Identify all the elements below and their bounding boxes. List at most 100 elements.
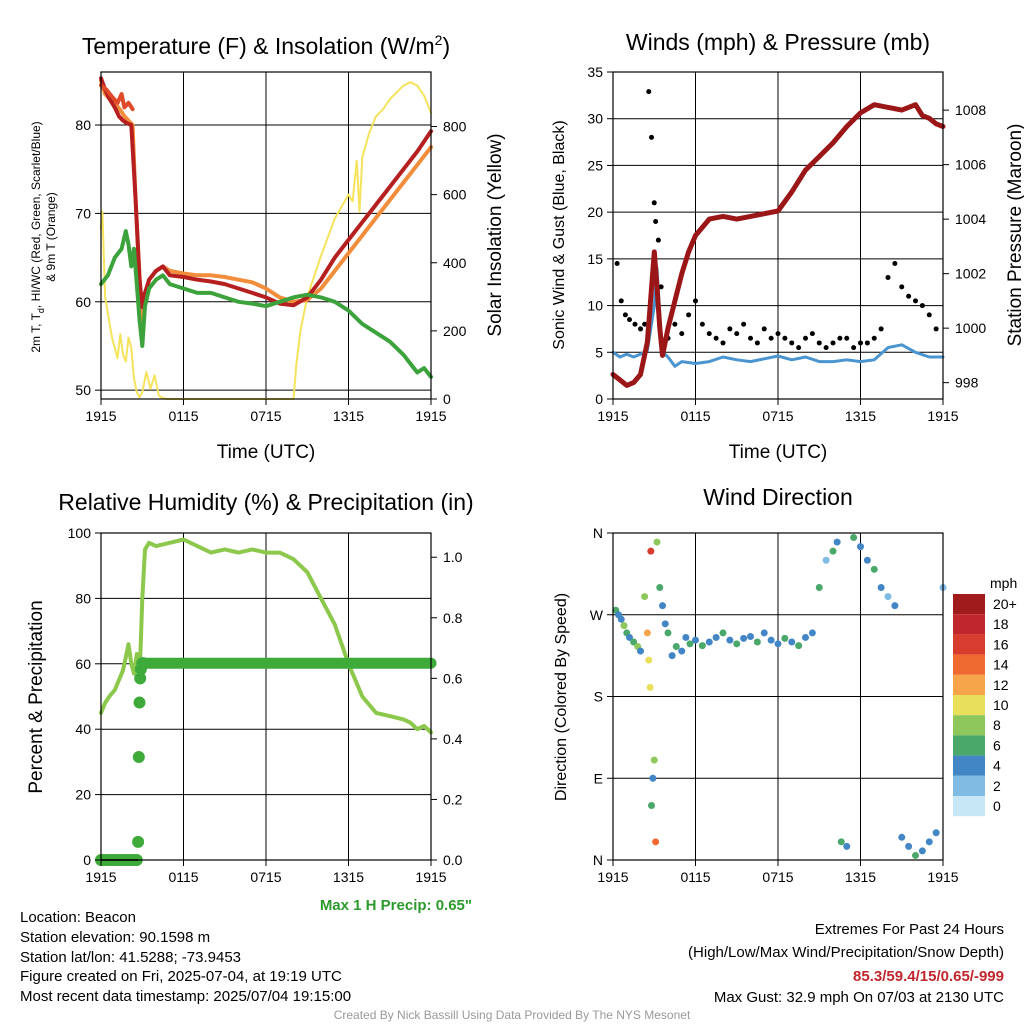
wind-direction-grid [613,533,943,860]
wind-direction-point [678,647,686,655]
wind-direction-point [795,642,803,650]
legend-swatch [953,594,985,615]
y-tick-label: 5 [595,344,603,360]
extremes-subheading: (High/Low/Max Wind/Precipitation/Snow De… [688,944,1004,961]
wind-direction-point [808,629,816,637]
wind-direction-point [692,636,699,644]
temperature-y-label: 2m T, Td, HI/WC (Red, Green, Scarlet/Blu… [29,121,46,352]
wind-direction-point [863,556,871,564]
wind-direction-point [626,633,633,641]
gust-point [768,335,774,341]
y-tick-label: 10 [587,298,603,314]
x-tick-label: 0715 [250,408,281,424]
gust-point [816,340,822,346]
winds-title: Winds (mph) & Pressure (mb) [626,29,930,55]
pressure-line [610,102,946,388]
gust-point [741,321,747,327]
x-tick-label: 0115 [680,408,710,424]
wind-direction-point [637,647,644,655]
wind-direction-point [802,633,809,641]
y2-tick-label: 0.8 [443,610,463,626]
speed-legend: mph 20+ 18 16 14 12 10 8 6 4 2 0 [953,575,1017,817]
gust-point [627,317,632,323]
y-tick-label: 70 [75,205,91,221]
y-tick-label: 35 [587,64,603,80]
legend-label: 2 [993,778,1001,794]
humidity-title: Relative Humidity (%) & Precipitation (i… [58,489,473,515]
x-tick-label: 1315 [333,869,364,885]
gust-point [885,275,891,281]
recent-text: Most recent data timestamp: 2025/07/04 1… [20,988,351,1005]
wind-direction-point [884,593,892,601]
wind-direction-point [781,634,789,642]
max-precip-footnote: Max 1 H Precip: 0.65" [320,897,472,914]
wind-direction-point [898,833,906,841]
y2-tick-label: 0.2 [443,791,463,807]
y-tick-label: 50 [75,382,91,398]
wind-direction-point [661,620,669,628]
wind-direction-title: Wind Direction [703,484,853,510]
solar-y2-label: Solar Insolation (Yellow) [485,133,506,336]
wind-direction-point [664,629,672,637]
y2-tick-label: 0.4 [443,731,463,747]
precip-point [132,835,145,848]
legend-swatch [953,735,985,756]
y2-tick-label: 1000 [955,320,986,336]
wind-direction-panel: Wind Direction 1915 0115 0715 1315 1915NESWN… [553,484,1017,885]
created-text: Figure created on Fri, 2025-07-04, at 19… [20,968,342,985]
gust-point [933,326,939,332]
wind-direction-point [905,842,913,850]
wind-direction-point [649,774,657,782]
extremes-block: Extremes For Past 24 Hours (High/Low/Max… [688,921,1004,1006]
legend-swatch [953,674,985,695]
legend-label: 18 [993,616,1009,632]
location-text: Location: Beacon [20,909,136,926]
legend-swatch [953,654,985,675]
gust-point [892,261,898,267]
wind-direction-point [740,634,748,642]
gust-point [706,331,712,337]
extremes-heading: Extremes For Past 24 Hours [815,921,1004,938]
wind-direction-point [843,842,851,850]
x-tick-label: 0115 [168,869,198,885]
y-tick-label: E [594,770,603,786]
legend-swatch [953,695,985,716]
gust-point [837,335,843,341]
legend-swatch [953,715,985,736]
y-tick-label: 80 [75,590,91,606]
y2-tick-label: 1006 [955,157,986,173]
gust-point [796,345,802,351]
gust-point [642,321,648,327]
wind-direction-point [645,656,653,664]
x-tick-label: 0715 [250,869,281,885]
y-tick-label: 20 [75,787,91,803]
gust-point [754,340,760,346]
winds-panel: Winds (mph) & Pressure (mb) 1915 0115 0715… [551,29,1024,463]
temperature-grid [101,72,431,399]
gust-point [761,326,767,332]
wind-direction-plot-area [612,534,947,859]
x-tick-label: 1315 [845,408,876,424]
y2-tick-label: 998 [955,375,979,391]
y2-tick-label: 0.6 [443,670,463,686]
y-tick-label: S [594,689,603,705]
x-tick-label: 1915 [415,408,446,424]
wind-direction-point [912,851,919,859]
x-tick-label: 1915 [927,408,958,424]
gust-point [906,293,912,299]
wind-direction-point [712,633,720,641]
y-tick-label: 80 [75,117,91,133]
station-info: Location: Beacon Station elevation: 90.1… [20,909,351,1005]
gust-point [864,340,870,346]
temp9m-line [99,78,433,322]
temperature-panel: Temperature (F) & Insolation (W/m2) 1915… [29,32,506,463]
x-tick-label: 1915 [415,869,446,885]
wind-direction-point [760,629,768,637]
gust-point [651,200,657,206]
wind-direction-point [767,636,775,644]
y2-tick-label: 200 [443,323,467,339]
wind-direction-point [925,838,933,846]
x-tick-label: 1315 [333,408,364,424]
legend-title: mph [990,575,1017,591]
